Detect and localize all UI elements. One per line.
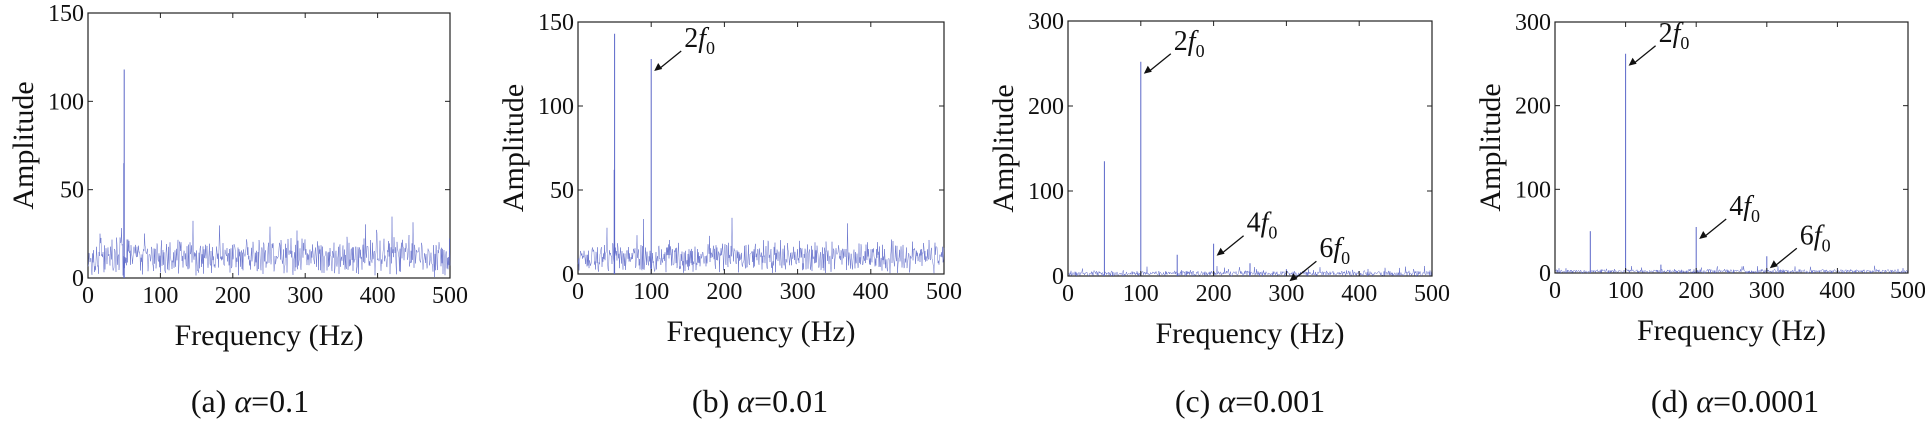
x-axis-label: Frequency (Hz): [1637, 314, 1826, 347]
x-tick-label: 200: [706, 279, 742, 305]
x-tick-label: 200: [1678, 278, 1714, 304]
x-tick-label: 500: [432, 283, 468, 309]
annotation-arrow: [1775, 247, 1798, 266]
x-axis-label: Frequency (Hz): [174, 319, 363, 352]
annotation-label: 2f0: [1659, 18, 1690, 53]
x-tick-label: 200: [215, 283, 251, 309]
plot-frame: [1554, 21, 1909, 274]
y-tick-label: 100: [1028, 179, 1064, 205]
y-tick-label: 150: [538, 10, 574, 36]
panel-caption: (b) α=0.01: [692, 383, 828, 419]
y-tick-label: 0: [72, 266, 84, 292]
x-tick-label: 100: [1123, 281, 1159, 307]
annotation-arrowhead: [1289, 273, 1298, 282]
plot-frame: [577, 21, 945, 275]
annotation-label: 6f0: [1800, 220, 1831, 255]
y-tick-label: 50: [550, 178, 574, 204]
y-tick-label: 0: [1539, 261, 1551, 287]
panel-caption: (a) α=0.1: [191, 383, 309, 419]
y-axis-label: Amplitude: [987, 84, 1020, 212]
y-tick-label: 150: [48, 1, 84, 27]
x-tick-label: 400: [1341, 281, 1377, 307]
panel-caption: (c) α=0.001: [1175, 383, 1325, 419]
annotation-label: 2f0: [684, 23, 715, 58]
annotation-arrow: [1294, 260, 1317, 279]
annotation-arrowhead: [1699, 230, 1708, 239]
y-tick-label: 50: [60, 178, 84, 204]
annotation-label: 4f0: [1729, 191, 1760, 226]
y-tick-label: 300: [1515, 10, 1551, 36]
annotation-arrow: [1222, 235, 1245, 254]
annotation-label: 2f0: [1174, 26, 1205, 61]
x-tick-label: 400: [1819, 278, 1855, 304]
annotation-arrowhead: [1628, 57, 1637, 66]
y-axis-label: Amplitude: [7, 81, 40, 209]
x-tick-label: 100: [633, 279, 669, 305]
x-tick-label: 100: [1608, 278, 1644, 304]
panel-d: 0 100 200 300 400 500 0 100 200 300 Frequency (Hz)…: [1474, 10, 1925, 419]
x-axis-label: Frequency (Hz): [1155, 317, 1344, 350]
x-axis-label: Frequency (Hz): [666, 315, 855, 348]
y-tick-label: 200: [1515, 94, 1551, 120]
y-tick-label: 100: [538, 94, 574, 120]
plot-frame: [1067, 20, 1433, 277]
x-tick-label: 300: [1268, 281, 1304, 307]
x-tick-label: 100: [142, 283, 178, 309]
x-tick-label: 0: [82, 283, 94, 309]
x-tick-label: 200: [1196, 281, 1232, 307]
noise-spectrum-line: [1554, 265, 1909, 274]
x-tick-label: 300: [287, 283, 323, 309]
annotation-arrowhead: [1769, 260, 1778, 269]
annotation-arrow: [1149, 53, 1172, 72]
x-tick-label: 500: [926, 279, 962, 305]
noise-spectrum-line: [577, 217, 945, 274]
annotation-arrow: [1704, 218, 1727, 237]
y-axis-label: Amplitude: [1474, 83, 1507, 211]
noise-spectrum-line: [87, 216, 451, 278]
x-tick-label: 0: [572, 279, 584, 305]
x-tick-label: 0: [1062, 281, 1074, 307]
y-axis-label: Amplitude: [497, 84, 530, 212]
x-tick-label: 500: [1890, 278, 1925, 304]
annotation-arrowhead: [1216, 247, 1225, 256]
y-tick-label: 0: [562, 262, 574, 288]
annotation-label: 4f0: [1247, 208, 1278, 243]
y-tick-label: 0: [1052, 264, 1064, 290]
annotation-label: 6f0: [1319, 233, 1350, 268]
x-tick-label: 500: [1414, 281, 1450, 307]
plot-frame: [87, 12, 451, 279]
y-tick-label: 200: [1028, 94, 1064, 120]
x-tick-label: 0: [1549, 278, 1561, 304]
panel-a: 0 100 200 300 400 500 0 50 100 150 Frequency (Hz) A…: [7, 1, 468, 419]
x-tick-label: 300: [1749, 278, 1785, 304]
y-tick-label: 100: [48, 89, 84, 115]
panel-c: 0 100 200 300 400 500 0 100 200 300 Frequency (Hz)…: [987, 9, 1450, 419]
y-tick-label: 100: [1515, 177, 1551, 203]
x-tick-label: 300: [780, 279, 816, 305]
y-tick-label: 300: [1028, 9, 1064, 35]
x-tick-label: 400: [853, 279, 889, 305]
annotation-arrowhead: [1143, 65, 1152, 74]
annotation-arrow: [1634, 45, 1657, 64]
panel-caption: (d) α=0.0001: [1651, 383, 1819, 419]
annotation-arrow: [659, 50, 682, 69]
annotation-arrowhead: [654, 62, 663, 71]
x-tick-label: 400: [360, 283, 396, 309]
panel-b: 0 100 200 300 400 500 0 50 100 150 Frequency (Hz) A…: [497, 10, 962, 419]
